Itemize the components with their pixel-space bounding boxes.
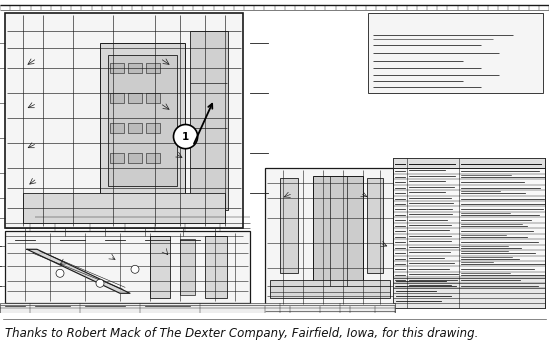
Bar [128,153,142,163]
Bar [5,231,250,303]
Bar [340,178,358,273]
Bar [110,123,124,133]
Bar [128,63,142,73]
Circle shape [173,125,198,149]
Bar [110,93,124,103]
Bar [0,303,395,313]
Bar [146,63,160,73]
Bar [100,43,185,198]
Bar [23,193,225,223]
Text: Thanks to Robert Mack of The Dexter Company, Fairfield, Iowa, for this drawing.: Thanks to Robert Mack of The Dexter Comp… [5,327,479,340]
Bar [128,93,142,103]
Bar [313,176,363,286]
Circle shape [56,269,64,277]
Circle shape [96,279,104,287]
Bar [180,239,195,295]
Bar [367,178,383,273]
Bar [280,178,298,273]
Circle shape [131,265,139,273]
Bar [108,55,177,186]
Bar [393,278,545,308]
Bar [368,13,543,93]
Bar [270,280,390,298]
Text: 1: 1 [182,131,189,142]
Bar [146,123,160,133]
Bar [190,31,228,210]
Bar [110,63,124,73]
Bar [146,153,160,163]
Bar [313,178,329,273]
Bar [128,123,142,133]
Bar [393,158,545,308]
Bar [393,158,545,168]
Bar [265,168,395,306]
Bar [150,236,170,298]
Bar [5,13,243,228]
Bar [110,153,124,163]
Bar [146,93,160,103]
Bar [205,236,227,298]
Polygon shape [27,249,130,293]
